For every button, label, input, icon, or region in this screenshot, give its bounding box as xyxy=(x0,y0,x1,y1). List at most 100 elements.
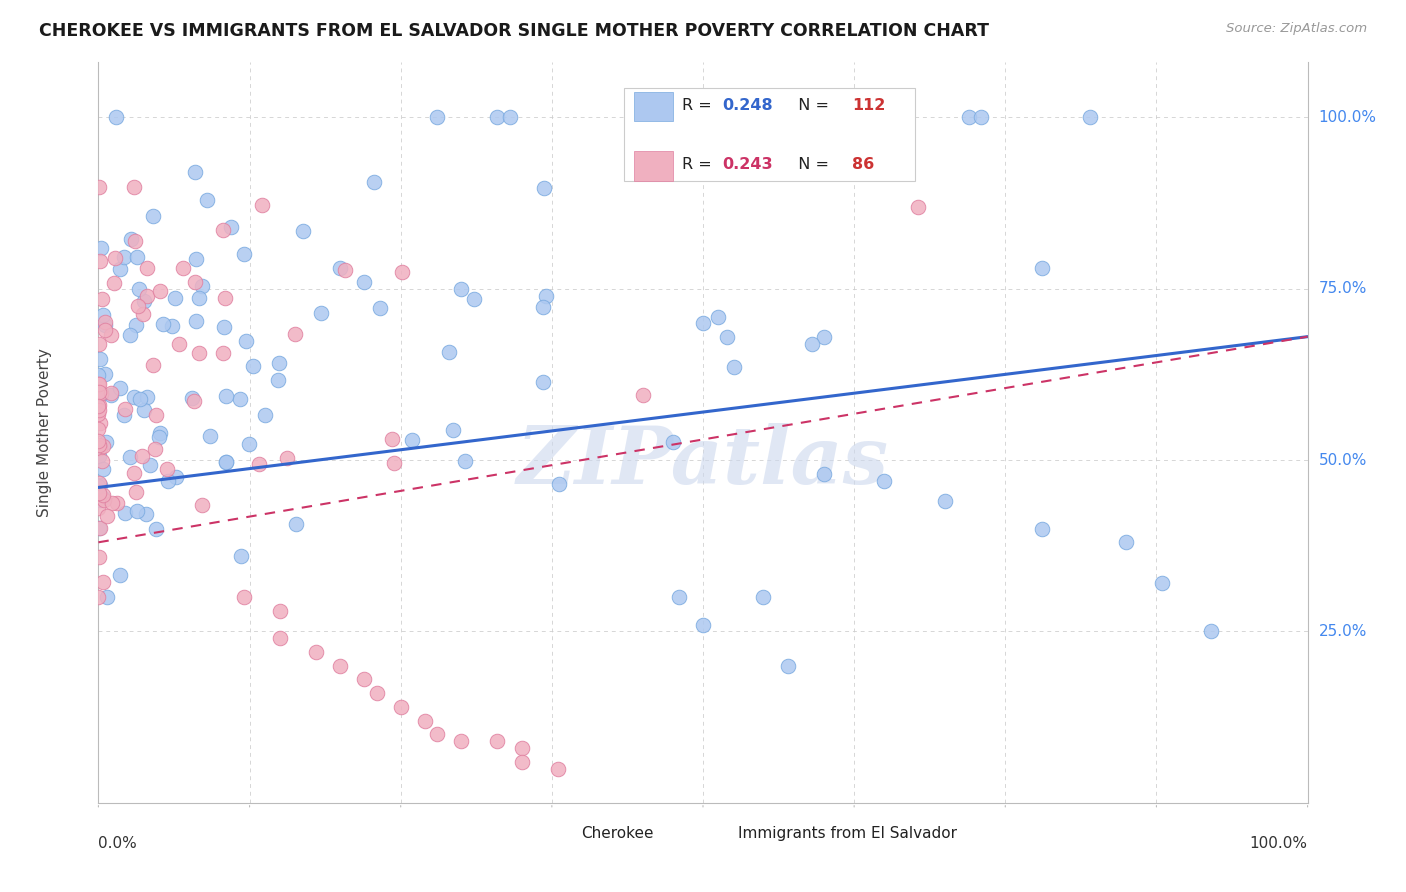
Immigrants from El Salvador xyxy=(94,314,117,328)
Cherokee xyxy=(548,476,571,491)
Cherokee xyxy=(128,282,150,296)
Cherokee xyxy=(125,318,148,332)
Text: N =: N = xyxy=(787,157,834,172)
Cherokee xyxy=(108,567,131,582)
Cherokee xyxy=(114,408,136,422)
Cherokee xyxy=(191,278,214,293)
Cherokee xyxy=(120,232,142,246)
Immigrants from El Salvador xyxy=(450,734,472,748)
Text: 50.0%: 50.0% xyxy=(1319,452,1367,467)
Cherokee xyxy=(1115,535,1137,549)
Immigrants from El Salvador xyxy=(214,292,236,306)
Cherokee xyxy=(441,423,464,437)
FancyBboxPatch shape xyxy=(624,88,915,181)
Cherokee xyxy=(93,462,115,476)
Immigrants from El Salvador xyxy=(547,762,569,776)
Immigrants from El Salvador xyxy=(167,336,190,351)
Cherokee xyxy=(156,474,179,488)
Immigrants from El Salvador xyxy=(125,484,148,499)
Cherokee xyxy=(801,337,824,351)
Cherokee xyxy=(534,288,557,302)
Cherokee xyxy=(463,292,485,306)
Immigrants from El Salvador xyxy=(114,401,136,416)
Immigrants from El Salvador xyxy=(87,421,110,435)
Cherokee xyxy=(89,492,111,507)
Cherokee xyxy=(437,345,460,359)
Immigrants from El Salvador xyxy=(89,254,111,268)
Text: 86: 86 xyxy=(852,157,875,172)
Cherokee xyxy=(108,380,131,394)
Immigrants from El Salvador xyxy=(105,496,128,510)
Cherokee xyxy=(533,181,555,195)
Immigrants from El Salvador xyxy=(87,408,110,422)
Immigrants from El Salvador xyxy=(389,699,412,714)
Cherokee xyxy=(692,617,714,632)
Cherokee xyxy=(498,110,520,124)
Text: Source: ZipAtlas.com: Source: ZipAtlas.com xyxy=(1226,22,1367,36)
Cherokee xyxy=(184,314,207,328)
Text: CHEROKEE VS IMMIGRANTS FROM EL SALVADOR SINGLE MOTHER POVERTY CORRELATION CHART: CHEROKEE VS IMMIGRANTS FROM EL SALVADOR … xyxy=(39,22,990,40)
Cherokee xyxy=(127,504,149,518)
Cherokee xyxy=(87,368,110,383)
Cherokee xyxy=(692,316,714,330)
Cherokee xyxy=(114,506,136,520)
Cherokee xyxy=(90,387,112,401)
Cherokee xyxy=(87,449,110,463)
Cherokee xyxy=(152,317,174,331)
Cherokee xyxy=(285,516,308,531)
Immigrants from El Salvador xyxy=(631,387,654,401)
Immigrants from El Salvador xyxy=(87,434,110,448)
Text: Cherokee: Cherokee xyxy=(581,826,654,841)
Cherokee xyxy=(89,478,111,492)
Immigrants from El Salvador xyxy=(91,292,114,306)
Immigrants from El Salvador xyxy=(486,734,509,748)
Immigrants from El Salvador xyxy=(135,288,157,302)
Text: N =: N = xyxy=(787,97,834,112)
Immigrants from El Salvador xyxy=(183,393,205,408)
Cherokee xyxy=(149,425,172,440)
Cherokee xyxy=(96,590,118,604)
Cherokee xyxy=(353,275,375,289)
Cherokee xyxy=(160,319,183,334)
FancyBboxPatch shape xyxy=(634,151,672,180)
Immigrants from El Salvador xyxy=(103,277,125,291)
Cherokee xyxy=(145,522,167,536)
Cherokee xyxy=(486,110,509,124)
Cherokee xyxy=(873,474,896,488)
Cherokee xyxy=(122,390,145,404)
Cherokee xyxy=(118,450,141,464)
Immigrants from El Salvador xyxy=(127,299,149,313)
Immigrants from El Salvador xyxy=(284,326,307,341)
Cherokee xyxy=(142,210,165,224)
Cherokee xyxy=(105,110,128,124)
Immigrants from El Salvador xyxy=(269,632,291,646)
Cherokee xyxy=(309,306,332,320)
Immigrants from El Salvador xyxy=(907,200,929,214)
Text: 75.0%: 75.0% xyxy=(1319,281,1367,296)
Immigrants from El Salvador xyxy=(87,550,110,565)
Immigrants from El Salvador xyxy=(156,462,179,476)
Cherokee xyxy=(291,224,314,238)
Cherokee xyxy=(970,110,993,124)
Immigrants from El Salvador xyxy=(305,645,328,659)
Immigrants from El Salvador xyxy=(145,408,167,422)
Immigrants from El Salvador xyxy=(187,346,209,360)
Text: 0.243: 0.243 xyxy=(723,157,773,172)
Immigrants from El Salvador xyxy=(87,384,110,399)
Cherokee xyxy=(186,252,208,266)
Cherokee xyxy=(94,367,117,381)
Immigrants from El Salvador xyxy=(93,488,115,502)
Immigrants from El Salvador xyxy=(143,442,166,456)
Immigrants from El Salvador xyxy=(94,323,117,337)
Immigrants from El Salvador xyxy=(87,475,110,490)
Immigrants from El Salvador xyxy=(89,441,111,455)
Cherokee xyxy=(148,430,170,444)
Cherokee xyxy=(668,590,690,604)
Cherokee xyxy=(181,391,204,405)
Cherokee xyxy=(188,291,211,305)
Immigrants from El Salvador xyxy=(191,498,214,512)
Immigrants from El Salvador xyxy=(87,336,110,351)
Immigrants from El Salvador xyxy=(89,416,111,430)
Cherokee xyxy=(1031,522,1053,536)
Cherokee xyxy=(127,250,149,264)
